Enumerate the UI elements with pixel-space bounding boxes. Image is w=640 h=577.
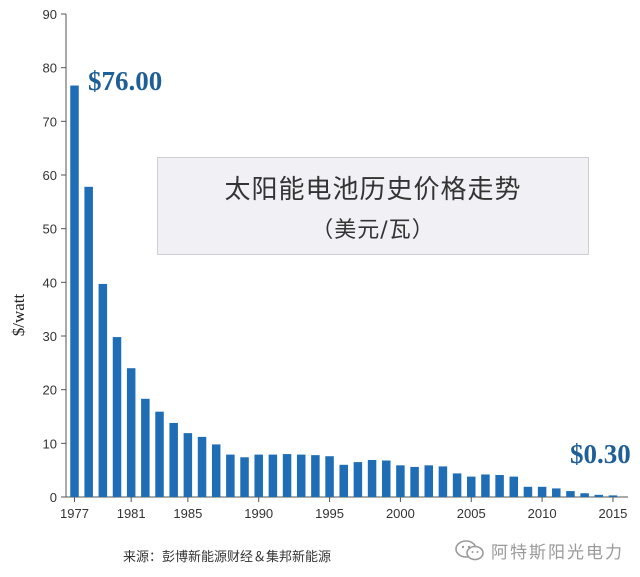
bar-1995 <box>325 456 334 497</box>
bar-1987 <box>211 444 221 497</box>
bar-2001 <box>410 466 419 497</box>
watermark: 阿特斯阳光电力 <box>455 538 624 563</box>
bar-1988 <box>226 454 235 497</box>
bar-1999 <box>381 460 391 497</box>
x-tick-label: 1985 <box>173 506 202 521</box>
y-tick-labels: 0 10 20 30 40 50 60 70 80 90 <box>43 7 57 505</box>
x-tick-label: 1981 <box>117 506 146 521</box>
bar-1977 <box>70 85 79 498</box>
bar-2000 <box>396 465 405 497</box>
bar-2012 <box>566 491 575 497</box>
chart-title: 太阳能电池历史价格走势 <box>224 174 522 205</box>
x-tick-label: 2005 <box>457 506 486 521</box>
bar-1978 <box>84 186 93 497</box>
bar-1993 <box>296 454 306 497</box>
bar-2005 <box>467 476 476 497</box>
x-tick-label: 1990 <box>244 506 273 521</box>
bar-1985 <box>183 433 193 497</box>
chart-subtitle: （美元/瓦） <box>311 217 435 243</box>
bar-2015 <box>608 495 618 497</box>
bar-1982 <box>141 398 150 497</box>
bar-2008 <box>509 476 519 497</box>
watermark-text: 阿特斯阳光电力 <box>491 543 624 563</box>
bar-2009 <box>523 486 533 497</box>
y-tick-label: 30 <box>43 329 57 344</box>
bar-2010 <box>537 486 547 497</box>
x-tick-label: 2010 <box>528 506 557 521</box>
bar-1980 <box>112 337 122 497</box>
bars <box>70 85 618 498</box>
bar-1990 <box>254 454 263 497</box>
bar-2014 <box>594 494 604 497</box>
bar-1979 <box>98 283 108 497</box>
bar-1983 <box>155 411 164 497</box>
wechat-icon <box>455 539 484 560</box>
bar-2006 <box>481 474 490 497</box>
bar-1996 <box>339 464 348 497</box>
y-tick-label: 80 <box>43 61 57 76</box>
bar-1998 <box>367 459 377 497</box>
bar-1984 <box>169 422 178 497</box>
chart-title-box: 太阳能电池历史价格走势 （美元/瓦） <box>157 157 589 255</box>
y-axis-label: $/watt <box>9 293 28 336</box>
bar-2007 <box>495 474 504 497</box>
bar-2004 <box>452 473 462 497</box>
bar-1989 <box>240 457 249 497</box>
bar-2003 <box>438 466 448 497</box>
x-tick-labels: 1977 1981 1985 1990 1995 2000 2005 2010 2015 <box>60 506 627 521</box>
bar-2011 <box>552 488 561 497</box>
x-tick-label: 1995 <box>315 506 344 521</box>
callout-low-price: $0.30 <box>570 439 631 469</box>
bar-2002 <box>424 465 433 497</box>
y-tick-label: 50 <box>43 222 57 237</box>
x-tick-label: 1977 <box>60 506 89 521</box>
y-tick-label: 90 <box>43 7 57 22</box>
y-tick-label: 40 <box>43 275 57 290</box>
y-tick-label: 20 <box>43 383 57 398</box>
x-tick-label: 2015 <box>598 506 627 521</box>
source-note: 来源：彭博新能源财经＆集邦新能源 <box>123 550 332 565</box>
bar-1981 <box>126 368 136 497</box>
x-tick-label: 2000 <box>386 506 415 521</box>
y-tick-label: 60 <box>43 168 57 183</box>
bar-1992 <box>282 454 292 497</box>
y-tick-label: 10 <box>43 436 57 451</box>
bar-1991 <box>268 454 278 497</box>
callout-high-price: $76.00 <box>88 66 162 96</box>
bar-1997 <box>353 462 363 497</box>
y-tick-label: 70 <box>43 114 57 129</box>
bar-1986 <box>197 436 207 497</box>
y-tick-label: 0 <box>50 490 57 505</box>
bar-2013 <box>580 493 589 497</box>
bar-1994 <box>311 455 320 497</box>
